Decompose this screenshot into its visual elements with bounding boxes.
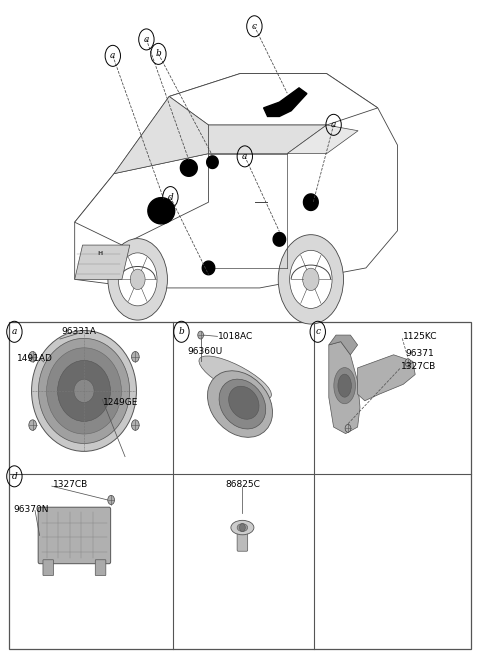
Text: 1491AD: 1491AD <box>17 353 53 363</box>
FancyBboxPatch shape <box>38 507 110 564</box>
Circle shape <box>303 268 319 290</box>
Circle shape <box>240 524 245 532</box>
Polygon shape <box>329 335 358 355</box>
Circle shape <box>278 235 344 324</box>
Text: 96331A: 96331A <box>62 327 96 336</box>
Polygon shape <box>358 355 415 401</box>
Polygon shape <box>329 342 360 434</box>
Ellipse shape <box>228 386 259 419</box>
Ellipse shape <box>74 379 94 403</box>
Text: a: a <box>144 35 149 44</box>
Circle shape <box>345 424 351 432</box>
Polygon shape <box>207 156 218 168</box>
Ellipse shape <box>219 379 266 429</box>
Text: 1327CB: 1327CB <box>53 480 88 489</box>
Ellipse shape <box>231 520 254 535</box>
Text: b: b <box>179 327 184 336</box>
Ellipse shape <box>237 524 248 532</box>
Polygon shape <box>287 125 358 154</box>
Text: 1327CB: 1327CB <box>401 362 436 371</box>
FancyBboxPatch shape <box>237 525 248 551</box>
Circle shape <box>132 351 139 362</box>
Text: d: d <box>12 472 17 481</box>
Circle shape <box>118 253 157 306</box>
Text: d: d <box>168 193 173 202</box>
Polygon shape <box>148 198 175 224</box>
Text: H: H <box>97 251 103 256</box>
Ellipse shape <box>207 371 273 438</box>
Polygon shape <box>114 97 208 173</box>
Text: c: c <box>315 327 320 336</box>
Text: 96370N: 96370N <box>13 505 48 514</box>
Text: c: c <box>252 22 257 31</box>
Text: 1125KC: 1125KC <box>403 332 438 341</box>
Text: 96371: 96371 <box>406 349 434 358</box>
Polygon shape <box>202 261 215 275</box>
Text: 86825C: 86825C <box>225 480 260 489</box>
Polygon shape <box>273 233 286 246</box>
Polygon shape <box>75 154 208 245</box>
Circle shape <box>29 351 36 362</box>
Circle shape <box>405 359 411 367</box>
Ellipse shape <box>38 338 130 443</box>
Circle shape <box>132 420 139 430</box>
Circle shape <box>29 420 36 430</box>
Circle shape <box>130 269 145 290</box>
Circle shape <box>289 250 332 308</box>
Ellipse shape <box>334 368 355 403</box>
Text: a: a <box>12 327 17 336</box>
Text: 1249GE: 1249GE <box>103 397 139 407</box>
Circle shape <box>108 238 168 320</box>
Polygon shape <box>264 88 307 116</box>
Ellipse shape <box>338 374 351 397</box>
Polygon shape <box>303 194 318 210</box>
Polygon shape <box>75 245 130 279</box>
Ellipse shape <box>58 361 110 421</box>
Polygon shape <box>169 74 378 125</box>
FancyBboxPatch shape <box>9 322 471 649</box>
Text: 96360U: 96360U <box>187 347 222 356</box>
FancyBboxPatch shape <box>43 560 54 576</box>
FancyBboxPatch shape <box>95 560 106 576</box>
Text: a: a <box>242 152 248 161</box>
Circle shape <box>108 495 114 505</box>
Ellipse shape <box>199 356 271 399</box>
Ellipse shape <box>32 330 136 451</box>
Text: a: a <box>110 51 116 60</box>
Text: b: b <box>156 49 161 58</box>
Polygon shape <box>180 160 197 176</box>
Circle shape <box>198 331 204 339</box>
Text: 1018AC: 1018AC <box>218 332 253 341</box>
Polygon shape <box>75 74 397 288</box>
Text: a: a <box>331 120 336 129</box>
Polygon shape <box>208 125 326 154</box>
Ellipse shape <box>47 348 121 434</box>
